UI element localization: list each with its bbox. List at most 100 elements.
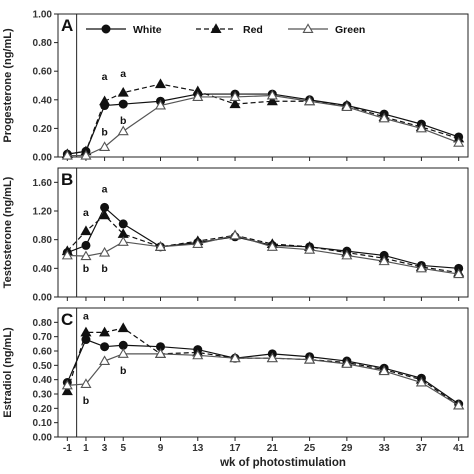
- point-red: [117, 322, 129, 333]
- point-green: [378, 112, 390, 123]
- chart-panels: 0.00 0.20 0.40 0.60 0.80 1.00 Progesterone (ng…: [2, 10, 469, 454]
- point-green: [415, 122, 427, 133]
- legend-marker-green: [302, 23, 314, 34]
- point-red: [154, 78, 167, 89]
- legend-marker-white: [101, 24, 111, 34]
- point-red: [99, 209, 111, 220]
- point-green: [378, 365, 390, 376]
- point-green: [61, 379, 73, 390]
- point-green: [453, 136, 465, 147]
- point-green: [117, 348, 129, 358]
- y-tick-label: 0.50: [33, 361, 53, 372]
- panel-a: 0.00 0.20 0.40 0.60 0.80 1.00 Progesterone (ng…: [2, 10, 469, 164]
- point-green: [99, 141, 111, 151]
- y-tick-label: 0.10: [33, 418, 53, 429]
- point-green: [80, 149, 92, 160]
- panel-label: C: [61, 310, 73, 329]
- point-green: [341, 249, 353, 260]
- point-red: [117, 86, 129, 97]
- significance-annotation: b: [120, 115, 126, 127]
- y-tick-label: 0.20: [33, 404, 53, 415]
- y-tick-label: 0.00: [33, 433, 53, 444]
- y-tick-label: 0.60: [33, 67, 53, 78]
- legend-label-green: Green: [335, 24, 365, 36]
- series-green: [61, 89, 465, 160]
- point-green: [99, 246, 111, 257]
- point-green: [192, 349, 204, 360]
- point-green: [154, 241, 167, 251]
- point-green: [341, 358, 353, 368]
- panel-c: 0.000.100.200.300.400.500.600.700.80-1 1 3…: [2, 307, 469, 454]
- point-green: [99, 355, 111, 366]
- panel-label: A: [61, 16, 73, 35]
- point-white: [118, 340, 128, 350]
- y-tick-label: 0.40: [33, 375, 53, 386]
- x-tick-label: 17: [229, 443, 241, 454]
- plot-frame: [57, 307, 469, 438]
- point-green: [415, 376, 427, 387]
- point-red: [266, 95, 278, 106]
- x-tick-label: 9: [158, 443, 164, 454]
- significance-annotation: b: [120, 365, 126, 377]
- point-green: [61, 249, 73, 260]
- y-axis-label: Progesterone (ng/mL): [2, 28, 14, 143]
- x-tick-label: 21: [267, 443, 279, 454]
- point-green: [266, 241, 278, 251]
- panel-b: 0.00 0.40 0.80 1.20 1.60 Testosterone (ng/mL)…: [2, 167, 469, 304]
- point-green: [266, 352, 278, 363]
- point-white: [100, 342, 110, 352]
- point-red: [99, 95, 111, 106]
- x-tick-label: 1: [83, 443, 89, 454]
- point-green: [229, 229, 241, 240]
- point-green: [341, 101, 353, 111]
- significance-annotation: b: [101, 263, 107, 275]
- y-tick-label: 0.80: [33, 38, 53, 49]
- point-red: [80, 326, 92, 337]
- legend-label-red: Red: [243, 24, 263, 36]
- point-green: [378, 255, 390, 266]
- y-tick-label: 1.00: [33, 10, 53, 21]
- y-tick-label: 0.80: [33, 235, 53, 246]
- significance-annotation: a: [120, 68, 126, 80]
- x-tick-label: 33: [379, 443, 391, 454]
- y-tick-label: 0.80: [33, 318, 53, 329]
- plot-frame: [57, 167, 469, 298]
- series-green: [61, 348, 465, 410]
- point-green: [229, 352, 241, 363]
- point-green: [453, 399, 465, 410]
- y-tick-label: 0.60: [33, 347, 53, 358]
- x-tick-label: 37: [416, 443, 428, 454]
- legend: White Red Green: [86, 23, 365, 36]
- point-green: [304, 353, 316, 364]
- significance-annotation: b: [83, 263, 89, 275]
- point-white: [81, 240, 91, 250]
- y-tick-label: 0.00: [33, 293, 53, 304]
- y-tick-label: 0.20: [33, 124, 53, 135]
- y-tick-label: 0.40: [33, 95, 53, 106]
- point-white: [118, 99, 128, 109]
- y-tick-label: 0.30: [33, 390, 53, 401]
- series-line-green: [67, 353, 459, 406]
- point-green: [117, 236, 129, 246]
- point-green: [415, 262, 427, 273]
- point-red: [99, 326, 111, 337]
- y-tick-label: 0.40: [33, 264, 53, 275]
- x-tick-label: 5: [120, 443, 126, 454]
- x-tick-label: -1: [63, 443, 72, 454]
- point-red: [80, 225, 92, 236]
- y-tick-label: 1.60: [33, 178, 53, 189]
- significance-annotation: a: [102, 71, 108, 83]
- point-green: [117, 125, 129, 136]
- point-red: [61, 385, 73, 396]
- panel-label: B: [61, 170, 73, 189]
- legend-marker-red: [210, 23, 222, 34]
- significance-annotation: b: [101, 127, 107, 139]
- significance-annotation: a: [102, 183, 108, 195]
- series-green: [61, 229, 465, 279]
- x-tick-label: 41: [453, 443, 465, 454]
- x-tick-label: 3: [102, 443, 108, 454]
- point-green: [192, 238, 204, 248]
- point-green: [453, 268, 465, 279]
- significance-annotation: b: [83, 395, 89, 407]
